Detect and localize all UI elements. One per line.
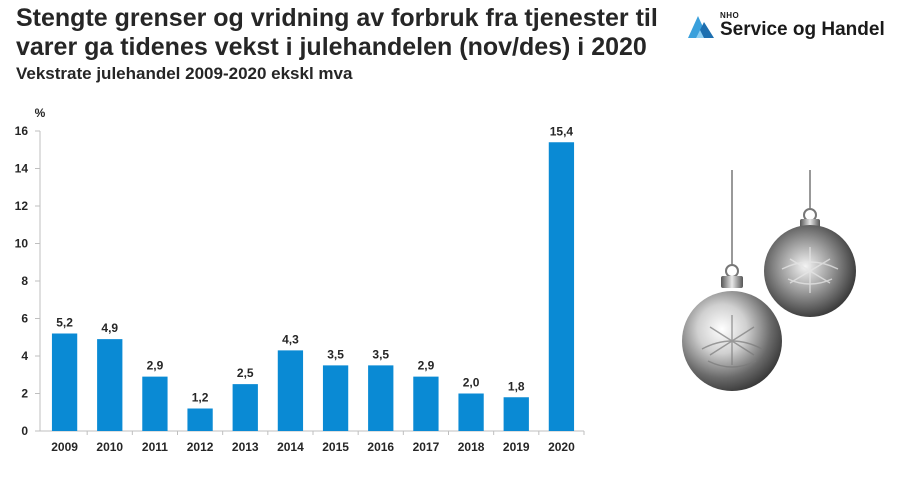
chart-title: Stengte grenser og vridning av forbruk f… (16, 4, 676, 62)
chart-axes: % 0 2 4 6 8 10 12 14 16 2009 2010 2011 2012 2013 2014 20… (15, 106, 585, 454)
bar-2010 (97, 339, 123, 431)
y-tick-label: 0 (21, 424, 28, 438)
x-tick-label-2010: 2010 (96, 440, 123, 454)
y-tick-label: 6 (21, 312, 28, 326)
y-tick-label: 4 (21, 349, 28, 363)
x-tick-label-2019: 2019 (503, 440, 530, 454)
chart-subtitle: Vekstrate julehandel 2009-2020 ekskl mva (16, 64, 353, 83)
y-tick-label: 8 (21, 274, 28, 288)
y-axis-unit-label: % (35, 106, 46, 120)
bar-2011 (142, 376, 168, 431)
bar-2009 (51, 333, 78, 431)
christmas-ornaments-icon (682, 170, 856, 391)
y-tick-label: 14 (15, 162, 29, 176)
chart-bars (51, 142, 575, 431)
data-label-2013: 2,5 (237, 366, 254, 380)
data-label-2010: 4,9 (101, 321, 118, 335)
bar-2016 (368, 365, 394, 431)
data-label-2020: 15,4 (550, 124, 574, 138)
title-block: Stengte grenser og vridning av forbruk f… (16, 4, 676, 84)
data-label-2015: 3,5 (327, 347, 344, 361)
bar-2015 (322, 365, 349, 431)
bar-2012 (187, 408, 213, 431)
bar-2013 (232, 384, 258, 431)
chart-title-line-2: varer ga tidenes vekst i julehandelen (n… (16, 33, 647, 61)
bar-2019 (503, 397, 529, 431)
chart-data-labels: 5,2 4,9 2,9 1,2 2,5 4,3 3,5 3,5 2,9 2,0 1,8 15,4 (56, 124, 573, 404)
data-label-2014: 4,3 (282, 332, 299, 346)
x-tick-label-2020: 2020 (548, 440, 575, 454)
x-tick-label-2017: 2017 (413, 440, 440, 454)
data-label-2012: 1,2 (192, 391, 209, 405)
logo-name-text: Service og Handel (720, 19, 885, 40)
chart-title-line-1: Stengte grenser og vridning av forbruk f… (16, 4, 658, 32)
y-tick-label: 12 (15, 199, 29, 213)
data-label-2016: 3,5 (372, 347, 389, 361)
data-label-2017: 2,9 (418, 359, 435, 373)
data-label-2018: 2,0 (463, 376, 480, 390)
nho-logo-icon (688, 16, 714, 38)
nho-service-og-handel-logo: NHO Service og Handel (686, 10, 896, 44)
bar-2018 (458, 393, 484, 431)
logo-small-text: NHO (720, 11, 740, 20)
y-tick-label: 10 (15, 237, 29, 251)
bar-chart: % 0 2 4 6 8 10 12 14 16 2009 2010 2011 2012 2013 2014 20… (15, 106, 585, 454)
x-tick-label-2012: 2012 (187, 440, 214, 454)
data-label-2011: 2,9 (147, 359, 164, 373)
bar-2017 (413, 376, 439, 431)
data-label-2019: 1,8 (508, 379, 525, 393)
bar-2020 (548, 142, 575, 431)
x-tick-label-2013: 2013 (232, 440, 259, 454)
x-tick-label-2015: 2015 (322, 440, 349, 454)
x-tick-label-2018: 2018 (458, 440, 485, 454)
x-tick-label-2009: 2009 (51, 440, 78, 454)
y-tick-label: 2 (21, 387, 28, 401)
x-tick-label-2014: 2014 (277, 440, 304, 454)
x-tick-label-2011: 2011 (142, 440, 168, 454)
bar-2014 (277, 350, 304, 431)
data-label-2009: 5,2 (56, 316, 73, 330)
y-tick-label: 16 (15, 124, 29, 138)
x-tick-label-2016: 2016 (367, 440, 394, 454)
